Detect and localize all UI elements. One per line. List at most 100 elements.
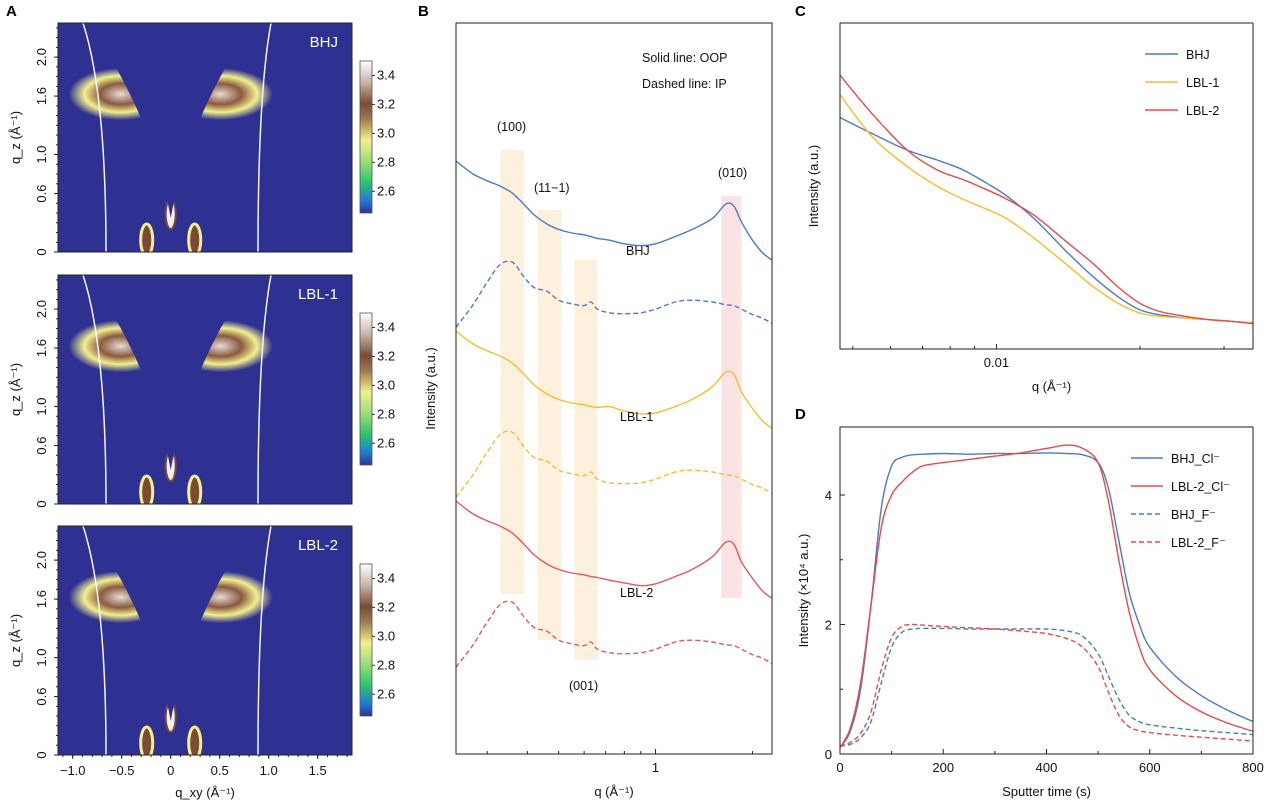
colorbar-tick-label: 2.6 [377,686,395,701]
series-line-lbl-1 [839,94,1254,324]
colorbar-tick-label: 3.4 [377,67,395,82]
colorbar-tick-label: 2.8 [377,657,395,672]
detector-gap-left [82,526,107,755]
series-line-lbl-1-oop [455,330,773,429]
x-tick-label: −1.0 [60,763,86,778]
heatmap-lbl-2: LBL-2 0 0.6 1.0 1.6 2.0 q_z (Å⁻¹) 2.6 2.8 3.0 3.2 3… [8,525,395,759]
missing-wedge-top [112,526,229,565]
beamstop [156,745,185,755]
series-line-bhj-f- [839,627,1254,747]
y-tick-label: 2 [825,617,832,632]
legend-label: BHJ_Cl⁻ [1171,452,1220,466]
colorbar [359,60,373,214]
colorbar-tick-label: 2.6 [377,435,395,450]
series-line-lbl-1-ip [455,430,773,498]
highlight-band [537,210,562,640]
legend-label: BHJ_F⁻ [1171,508,1216,522]
heatmap-bhj: BHJ 0 0.6 1.0 1.6 2.0 q_z (Å⁻¹) 2.6 2.8 3.0 3.2 3.4 [8,22,395,256]
colorbar-tick-label: 3.2 [377,96,395,111]
x-axis-label: q (Å⁻¹) [594,784,633,799]
heatmap-body [58,275,352,504]
colorbar [359,563,373,717]
colorbar-tick-label: 2.8 [377,154,395,169]
highlight-band [721,196,742,598]
y-tick-label: 2.0 [34,48,49,66]
y-tick-label: 0.6 [34,184,49,202]
arc-right [187,725,203,755]
x-tick-label: 800 [1242,760,1264,775]
legend-label: LBL-1 [1186,76,1219,90]
panel-label-b: B [418,3,429,20]
arc-left [139,474,155,504]
x-tick-label: 0 [167,763,174,778]
arc-right [187,474,203,504]
legend-label: BHJ [1186,48,1210,62]
y-tick-label: 1.0 [34,649,49,667]
heatmap-frame [57,525,353,756]
y-tick-label: 0.6 [34,436,49,454]
panel-d: 0 200 400 600 800 0 2 4 Sputter time (s) Intensit… [796,426,1264,799]
series-line-lbl-2 [839,74,1254,325]
y-tick-label: 0.6 [34,687,49,705]
peak-label: (010) [718,166,747,180]
peak-label: (001) [569,679,598,693]
y-tick-label: 0 [34,500,49,507]
peak-label: (11−1) [534,181,570,195]
missing-wedge-top [112,23,229,62]
y-axis-label: q_z (Å⁻¹) [8,614,23,667]
highlight-band [574,260,598,660]
colorbar-tick-label: 3.2 [377,348,395,363]
colorbar-tick-label: 3.0 [377,377,395,392]
x-tick-label: 0 [836,760,843,775]
x-tick-label: 400 [1036,760,1058,775]
y-tick-label: 0 [34,751,49,758]
panel-a: BHJ 0 0.6 1.0 1.6 2.0 q_z (Å⁻¹) 2.6 2.8 3.0 3.2 3.4… [8,22,395,800]
series-line-lbl-2-ip [455,600,773,668]
x-axis-label: Sputter time (s) [1002,784,1091,799]
y-tick-label: 1.0 [34,146,49,164]
x-tick-label: 600 [1139,760,1161,775]
heatmap-frame [57,22,353,253]
colorbar-tick-label: 3.0 [377,628,395,643]
x-tick-label: 0.5 [211,763,229,778]
series-line-bhj [839,116,1254,324]
colorbar-tick-label: 3.4 [377,570,395,585]
y-tick-label: 1.6 [34,87,49,105]
colorbar-tick-label: 2.6 [377,183,395,198]
colorbar [359,312,373,466]
colorbar-tick-label: 3.0 [377,125,395,140]
y-tick-label: 1.0 [34,398,49,416]
colorbar-tick-label: 3.4 [377,319,395,334]
heatmap-label: LBL-2 [298,537,338,554]
note-solid-line: Solid line: OOP [642,51,727,65]
series-line-bhj-oop [455,160,773,261]
detector-gap-right [257,23,272,252]
heatmap-lbl-1: LBL-1 0 0.6 1.0 1.6 2.0 q_z (Å⁻¹) 2.6 2.8 3.0 3.2 3… [8,274,395,508]
sample-label: LBL-2 [620,586,653,600]
heatmap-body [58,23,352,252]
plot-frame [455,22,773,755]
series-line-lbl-2-cl- [839,444,1254,748]
panel-label-d: D [795,406,806,423]
y-tick-label: 2.0 [34,551,49,569]
series-line-bhj-ip [455,260,773,328]
series-line-bhj-cl- [839,452,1254,748]
detector-gap-right [257,526,272,755]
x-tick-label: 1 [652,760,659,775]
series-line-lbl-2-f- [839,623,1254,747]
y-tick-label: 4 [825,488,832,503]
y-axis-label: Intensity (×10⁴ a.u.) [796,534,811,648]
missing-wedge [112,526,229,721]
detector-gap-left [82,23,107,252]
heatmap-label: LBL-1 [298,286,338,303]
y-axis-label: q_z (Å⁻¹) [8,111,23,164]
colorbar-tick-label: 3.2 [377,599,395,614]
x-tick-label: −0.5 [109,763,135,778]
missing-wedge-top [112,275,229,314]
y-tick-label: 1.6 [34,339,49,357]
y-axis-label: Intensity (a.u.) [806,145,821,227]
y-axis-label: q_z (Å⁻¹) [8,363,23,416]
arc-left [139,725,155,755]
peak-label: (100) [497,120,526,134]
